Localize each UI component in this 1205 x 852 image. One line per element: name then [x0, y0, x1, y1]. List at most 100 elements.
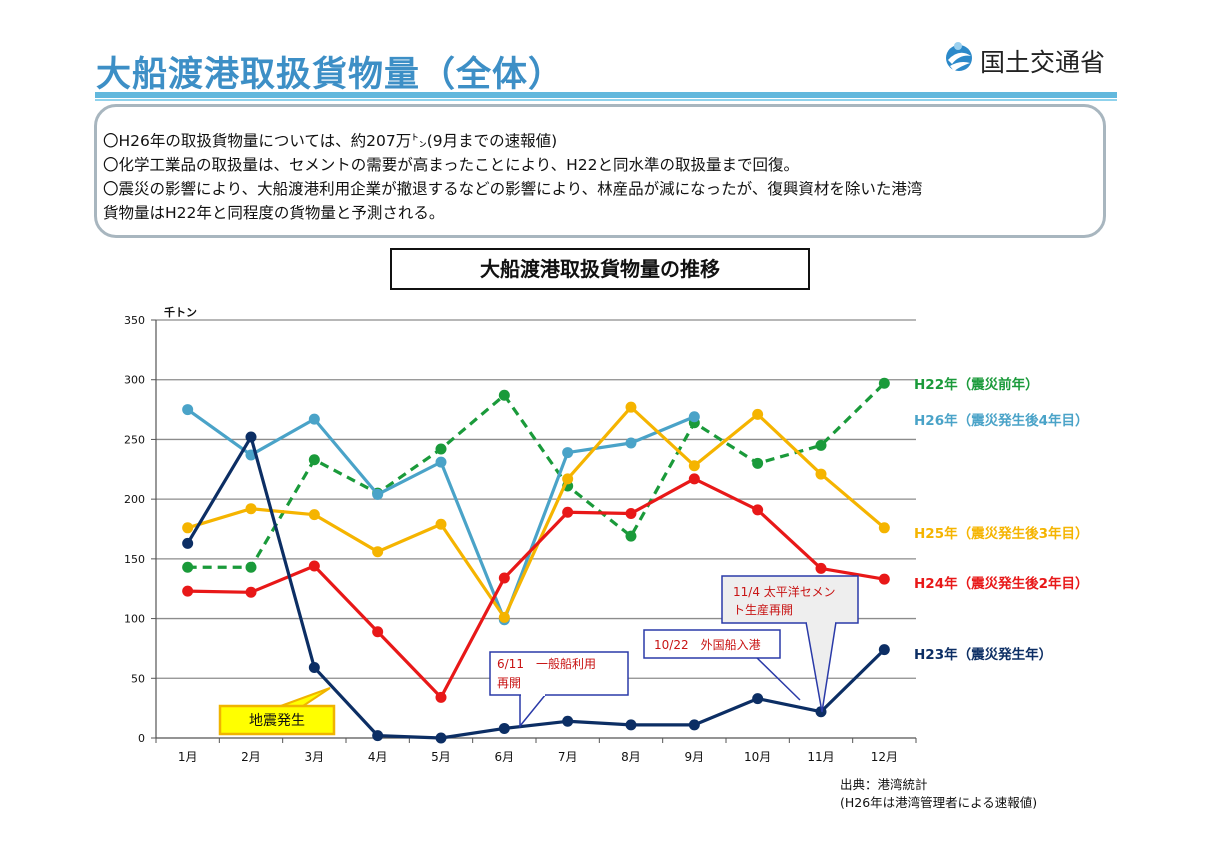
x-tick-label: 6月: [495, 750, 515, 764]
x-tick-label: 11月: [807, 750, 834, 764]
data-point: [308, 662, 320, 674]
data-point: [752, 457, 764, 469]
mlit-emblem-icon: [946, 42, 972, 71]
series-line: [187, 405, 886, 619]
x-tick-label: 5月: [431, 750, 451, 764]
callout-pointer: [754, 655, 801, 701]
data-point: [815, 468, 827, 480]
y-tick-label: 250: [124, 433, 145, 446]
data-point: [878, 573, 890, 585]
series-line: [187, 477, 885, 699]
data-point: [815, 706, 827, 718]
callout-pointer: [519, 693, 548, 729]
y-tick-label: 200: [124, 493, 145, 506]
callout-box: [489, 651, 629, 696]
data-point: [562, 473, 574, 485]
callout-box: [721, 575, 859, 624]
data-point: [435, 456, 447, 468]
data-point: [625, 401, 637, 413]
data-point: [562, 715, 574, 727]
data-point: [372, 488, 384, 500]
summary-line: 〇H26年の取扱貨物量については、約207万㌧(9月までの速報値): [103, 132, 558, 150]
data-point: [752, 693, 764, 705]
data-point: [245, 431, 257, 443]
annotation-text: 地震発生: [249, 713, 305, 729]
legend-label: H24年（震災発生後2年目）: [914, 575, 1088, 592]
x-tick-label: 12月: [871, 750, 898, 764]
data-point: [878, 644, 890, 656]
data-point: [625, 530, 637, 542]
data-point: [498, 611, 510, 623]
summary-line: 貨物量はH22年と同程度の貨物量と予測される。: [103, 204, 445, 222]
data-point: [372, 730, 384, 742]
annotation-text: 11/4 太平洋セメン: [733, 584, 836, 599]
data-point: [752, 408, 764, 420]
y-tick-label: 150: [124, 553, 145, 566]
data-point: [308, 454, 320, 466]
chart-title: 大船渡港取扱貨物量の推移: [390, 248, 810, 290]
data-point: [688, 719, 700, 731]
legend-label: H26年（震災発生後4年目）: [914, 412, 1088, 429]
data-point: [688, 473, 700, 485]
data-point: [688, 411, 700, 423]
annotation-text: ト生産再開: [733, 602, 793, 617]
earthquake-callout: [218, 704, 336, 736]
series-line: [186, 435, 886, 740]
logo-text: 国土交通省: [980, 48, 1106, 77]
data-point: [625, 507, 637, 519]
data-point: [182, 404, 194, 416]
page-title: 大船渡港取扱貨物量（全体）: [96, 55, 565, 95]
x-tick-label: 3月: [305, 750, 325, 764]
x-tick-label: 8月: [621, 750, 641, 764]
data-point: [308, 509, 320, 521]
summary-line: 〇震災の影響により、大船渡港利用企業が撤退するなどの影響により、林産品が減になっ…: [103, 180, 923, 198]
callout-box: [643, 629, 781, 659]
annotation-text: 再開: [497, 676, 521, 690]
y-tick-label: 300: [124, 374, 145, 387]
data-point: [435, 443, 447, 455]
summary-line: 〇化学工業品の取扱量は、セメントの需要が高まったことにより、H22と同水準の取扱…: [103, 156, 800, 174]
data-point: [878, 377, 890, 389]
series-line: [187, 382, 886, 569]
data-point: [752, 504, 764, 516]
source-note: 出典：港湾統計 (H26年は港湾管理者による速報値): [840, 776, 1037, 812]
y-tick-label: 100: [124, 613, 145, 626]
x-tick-label: 9月: [685, 750, 705, 764]
data-point: [562, 506, 574, 518]
data-point: [245, 503, 257, 515]
data-point: [688, 460, 700, 472]
data-point: [562, 447, 574, 459]
data-point: [498, 572, 510, 584]
y-tick-label: 0: [138, 732, 145, 745]
ministry-logo: 国土交通省: [944, 38, 1124, 78]
data-point: [815, 562, 827, 574]
y-axis-unit-label: 千トン: [164, 306, 197, 319]
data-point: [182, 585, 194, 597]
x-tick-label: 7月: [558, 750, 578, 764]
legend-label: H22年（震災前年）: [914, 376, 1039, 393]
data-point: [625, 719, 637, 731]
data-point: [182, 522, 194, 534]
data-point: [245, 586, 257, 598]
data-point: [372, 626, 384, 638]
title-rule-thin: [95, 99, 1117, 101]
y-tick-label: 350: [124, 314, 145, 327]
data-point: [878, 522, 890, 534]
data-point: [372, 546, 384, 558]
source-line: 出典：港湾統計: [840, 777, 928, 792]
data-point: [498, 389, 510, 401]
x-tick-label: 1月: [178, 750, 198, 764]
data-point: [625, 437, 637, 449]
summary-box: 〇H26年の取扱貨物量については、約207万㌧(9月までの速報値) 〇化学工業品…: [94, 104, 1106, 238]
x-tick-label: 4月: [368, 750, 388, 764]
data-point: [308, 560, 320, 572]
data-point: [182, 561, 194, 573]
data-point: [815, 439, 827, 451]
source-note-line: (H26年は港湾管理者による速報値): [840, 795, 1038, 810]
x-tick-label: 10月: [744, 750, 771, 764]
data-point: [435, 518, 447, 530]
data-point: [245, 561, 257, 573]
callout-joint: [521, 693, 545, 696]
callout-joint: [807, 621, 835, 624]
